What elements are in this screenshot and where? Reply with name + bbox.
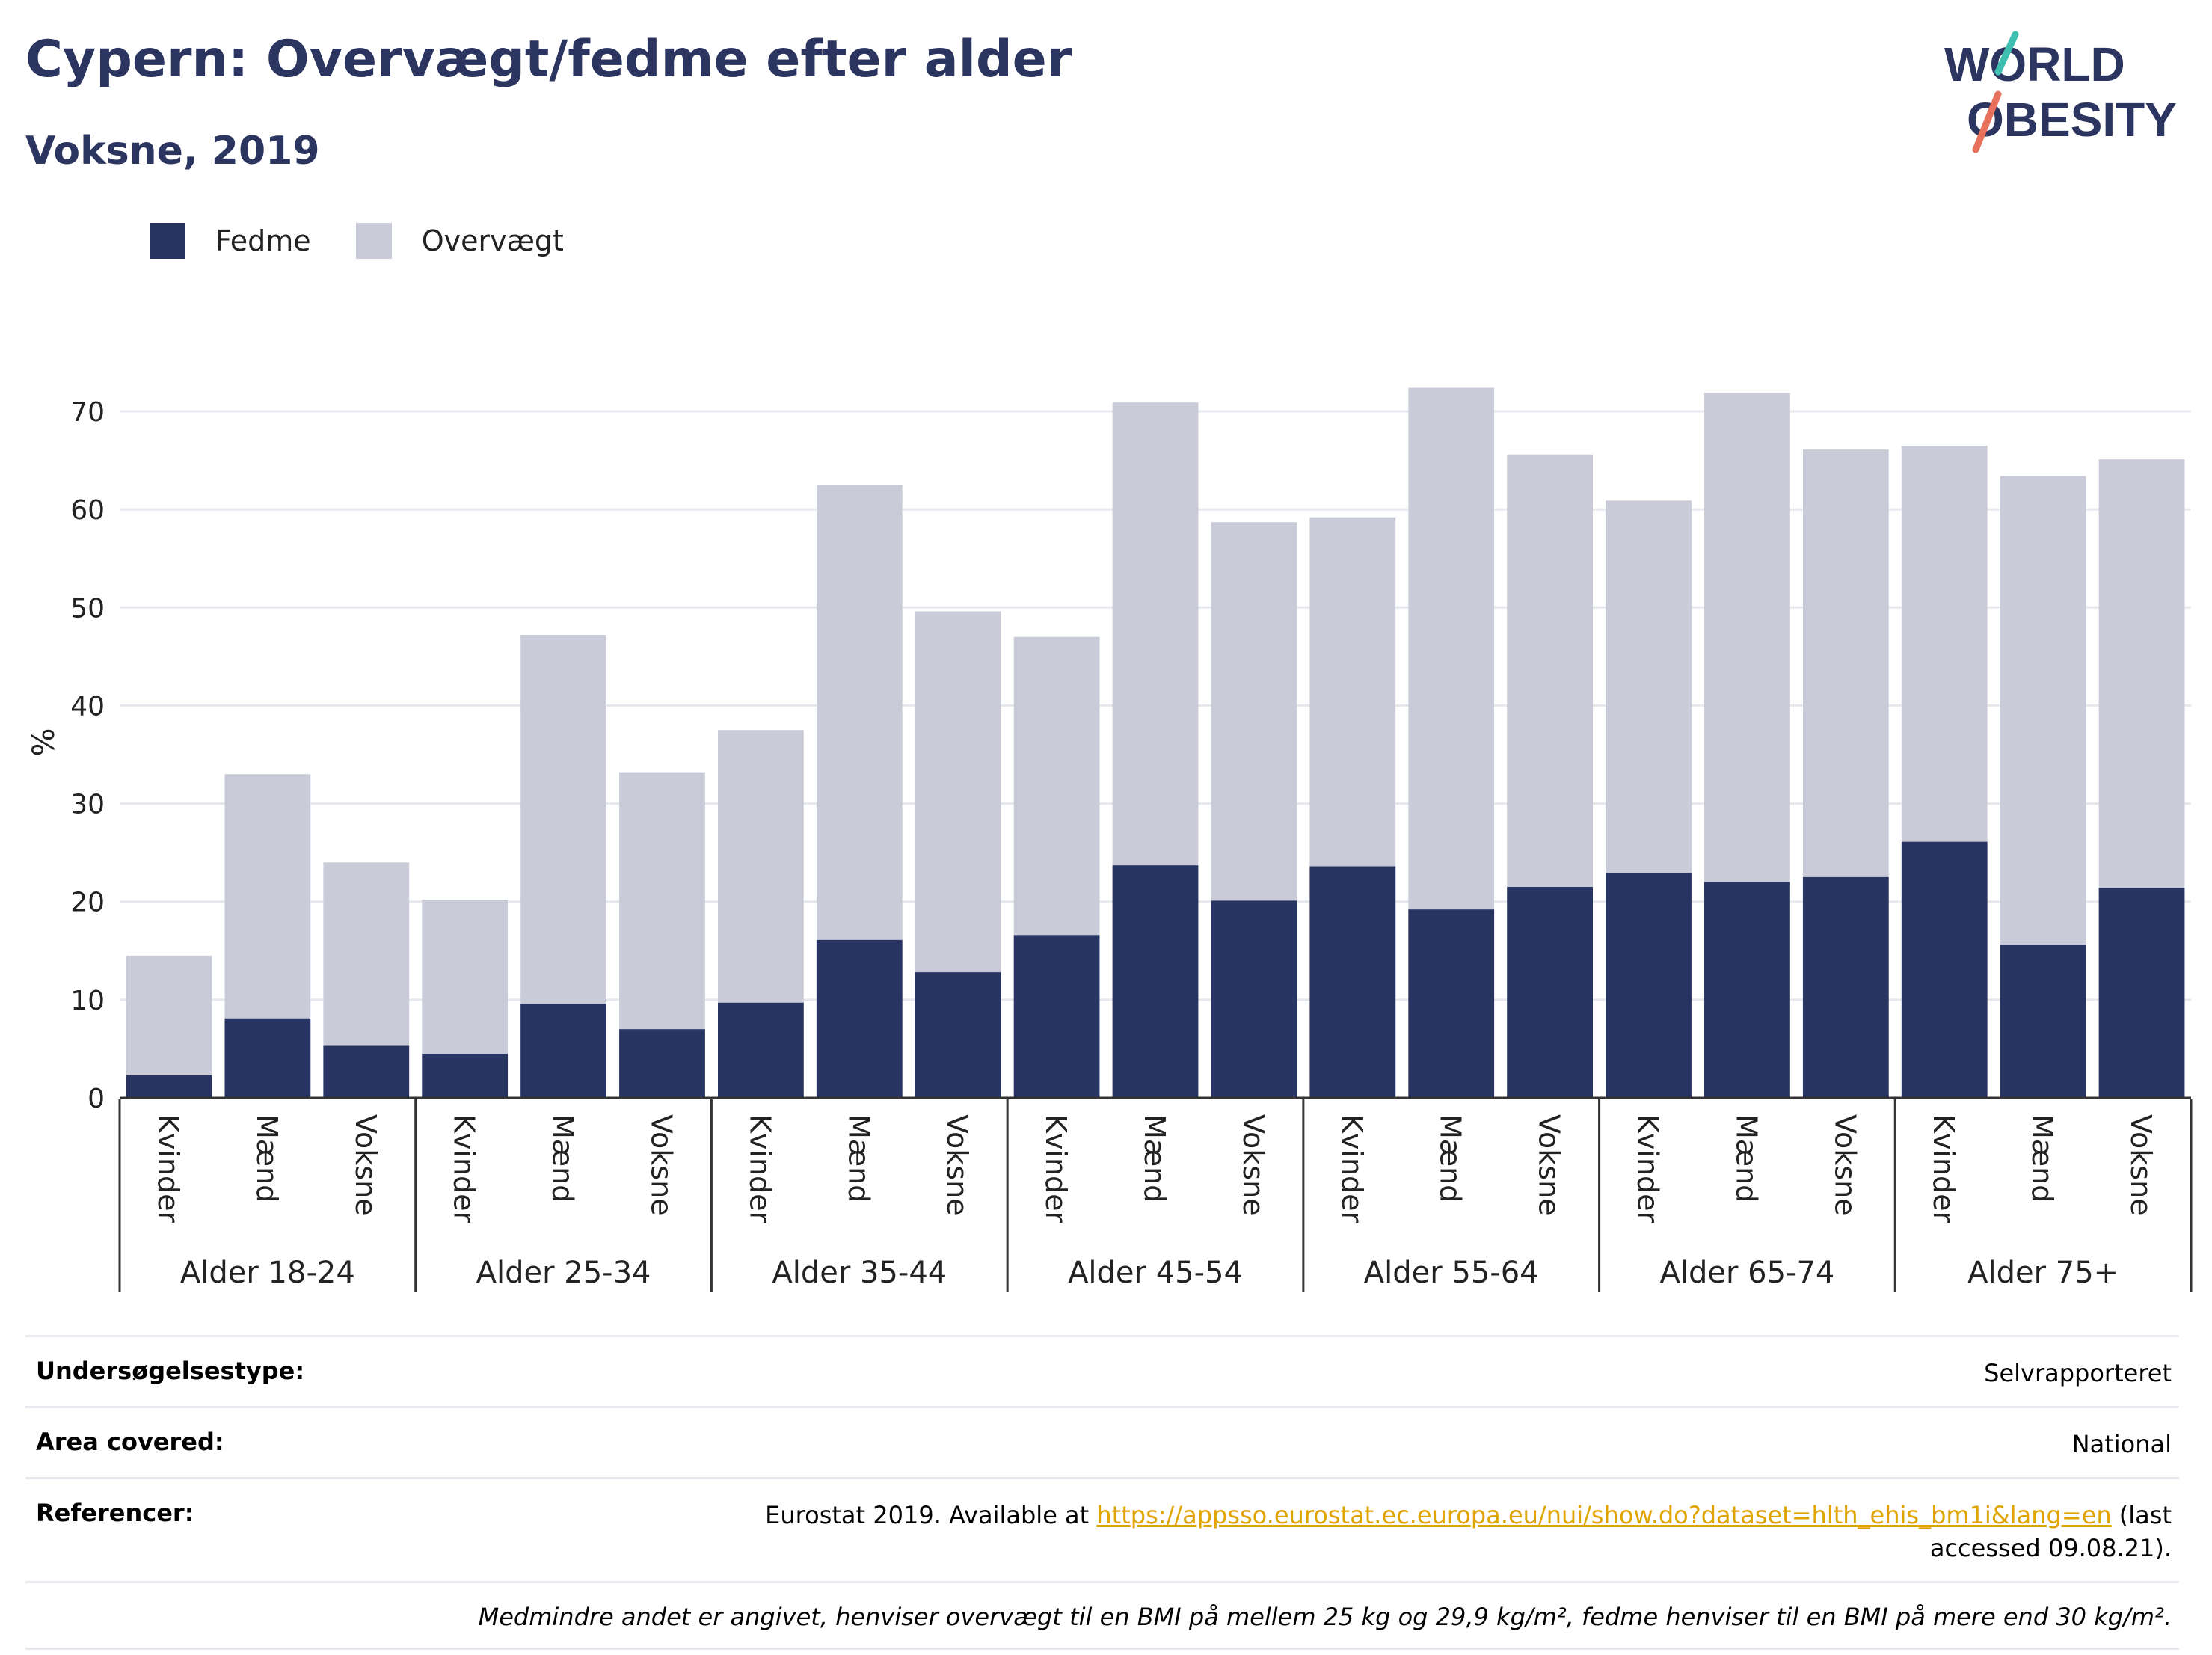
- x-tick-label: Mænd: [1730, 1114, 1763, 1203]
- info-row-note: Medmindre andet er angivet, henviser ove…: [25, 1581, 2179, 1650]
- x-tick-label: Kvinder: [1336, 1114, 1368, 1223]
- bar-fedme: [1802, 876, 1889, 1098]
- legend-item-overvaegt[interactable]: Overvægt: [355, 223, 564, 259]
- bar-fedme: [1507, 887, 1593, 1098]
- references-label: Referencer:: [36, 1499, 194, 1527]
- bar-fedme: [2000, 945, 2086, 1098]
- x-tick-label: Voksne: [1237, 1114, 1270, 1216]
- y-tick-label: 60: [70, 495, 105, 526]
- y-tick-label: 70: [70, 397, 105, 428]
- bar-fedme: [619, 1029, 705, 1098]
- bar-fedme: [323, 1045, 410, 1098]
- page-subtitle: Voksne, 2019: [25, 129, 320, 174]
- bar-fedme: [1606, 873, 1692, 1098]
- x-tick-label: Voksne: [1533, 1114, 1566, 1216]
- bar-fedme: [1211, 900, 1297, 1098]
- bar-fedme: [915, 972, 1001, 1098]
- group-label: Alder 25-34: [476, 1256, 651, 1290]
- group-label: Alder 45-54: [1068, 1256, 1243, 1290]
- info-table: Undersøgelsestype: Selvrapporteret Area …: [25, 1335, 2179, 1650]
- info-row-references: Referencer: Eurostat 2019. Available at …: [25, 1477, 2179, 1581]
- x-tick-label: Kvinder: [152, 1114, 185, 1223]
- info-row-area: Area covered: National: [25, 1406, 2179, 1477]
- y-tick-label: 10: [70, 986, 105, 1016]
- y-tick-label: 30: [70, 790, 105, 820]
- bar-fedme: [1309, 866, 1396, 1098]
- bar-fedme: [1408, 909, 1495, 1098]
- x-tick-label: Kvinder: [1039, 1114, 1072, 1223]
- x-tick-label: Mænd: [842, 1114, 875, 1203]
- chart-legend: Fedme Overvægt: [150, 223, 609, 259]
- x-tick-label: Mænd: [1434, 1114, 1467, 1203]
- x-tick-label: Voksne: [349, 1114, 382, 1216]
- logo-line1: WORLD: [1944, 37, 2125, 91]
- survey-type-value: Selvrapporteret: [1984, 1359, 2172, 1387]
- bar-fedme: [816, 939, 903, 1098]
- y-axis-label: %: [27, 728, 61, 756]
- x-tick-label: Voksne: [941, 1114, 974, 1216]
- bar-fedme: [718, 1002, 804, 1098]
- x-tick-label: Voksne: [2125, 1114, 2157, 1216]
- references-link[interactable]: https://appsso.eurostat.ec.europa.eu/nui…: [1096, 1501, 2112, 1529]
- references-suffix: (last accessed 09.08.21).: [1929, 1501, 2172, 1562]
- x-tick-label: Mænd: [547, 1114, 580, 1203]
- references-value: Eurostat 2019. Available at https://apps…: [676, 1499, 2172, 1565]
- bar-fedme: [1013, 935, 1100, 1098]
- y-tick-label: 40: [70, 691, 105, 722]
- x-tick-label: Mænd: [1138, 1114, 1171, 1203]
- references-prefix: Eurostat 2019. Available at: [765, 1501, 1097, 1529]
- x-tick-label: Voksne: [1828, 1114, 1861, 1216]
- group-label: Alder 18-24: [180, 1256, 355, 1290]
- legend-swatch-overvaegt: [355, 223, 392, 259]
- survey-type-label: Undersøgelsestype:: [36, 1357, 305, 1385]
- bar-fedme: [224, 1018, 311, 1098]
- bar-overvaegt: [126, 955, 212, 1098]
- info-row-survey-type: Undersøgelsestype: Selvrapporteret: [25, 1335, 2179, 1406]
- area-label: Area covered:: [36, 1428, 224, 1456]
- bar-fedme: [126, 1075, 212, 1098]
- logo-line2: OBESITY: [1967, 93, 2177, 147]
- x-tick-label: Mænd: [2026, 1114, 2059, 1203]
- page-title: Cypern: Overvægt/fedme efter alder: [25, 30, 1072, 89]
- group-label: Alder 65-74: [1659, 1256, 1834, 1290]
- bar-fedme: [2098, 888, 2185, 1098]
- y-tick-label: 50: [70, 593, 105, 624]
- y-tick-label: 20: [70, 888, 105, 918]
- x-tick-label: Kvinder: [743, 1114, 776, 1223]
- legend-label-fedme: Fedme: [215, 224, 311, 257]
- bar-chart: 0 10 20 30 40 50 60 70% Kvinder Mænd Voksne Alder 1…: [27, 387, 2193, 1292]
- x-tick-label: Voksne: [645, 1114, 678, 1216]
- area-value: National: [2071, 1430, 2172, 1458]
- legend-item-fedme[interactable]: Fedme: [150, 223, 311, 259]
- group-label: Alder 55-64: [1364, 1256, 1539, 1290]
- bar-fedme: [1901, 841, 1988, 1098]
- x-tick-label: Mænd: [251, 1114, 283, 1203]
- legend-label-overvaegt: Overvægt: [421, 224, 564, 257]
- x-tick-label: Kvinder: [1632, 1114, 1665, 1223]
- bar-fedme: [1704, 882, 1790, 1098]
- bmi-note: Medmindre andet er angivet, henviser ove…: [478, 1603, 2172, 1631]
- x-tick-label: Kvinder: [1927, 1114, 1960, 1223]
- world-obesity-logo: WORLD OBESITY: [1944, 31, 2177, 153]
- group-label: Alder 75+: [1967, 1256, 2119, 1290]
- bar-fedme: [1112, 865, 1199, 1098]
- bar-fedme: [520, 1004, 606, 1098]
- x-tick-label: Kvinder: [448, 1114, 481, 1223]
- legend-swatch-fedme: [150, 223, 185, 259]
- bar-fedme: [422, 1053, 509, 1098]
- y-tick-label: 0: [87, 1084, 105, 1114]
- group-label: Alder 35-44: [772, 1256, 947, 1290]
